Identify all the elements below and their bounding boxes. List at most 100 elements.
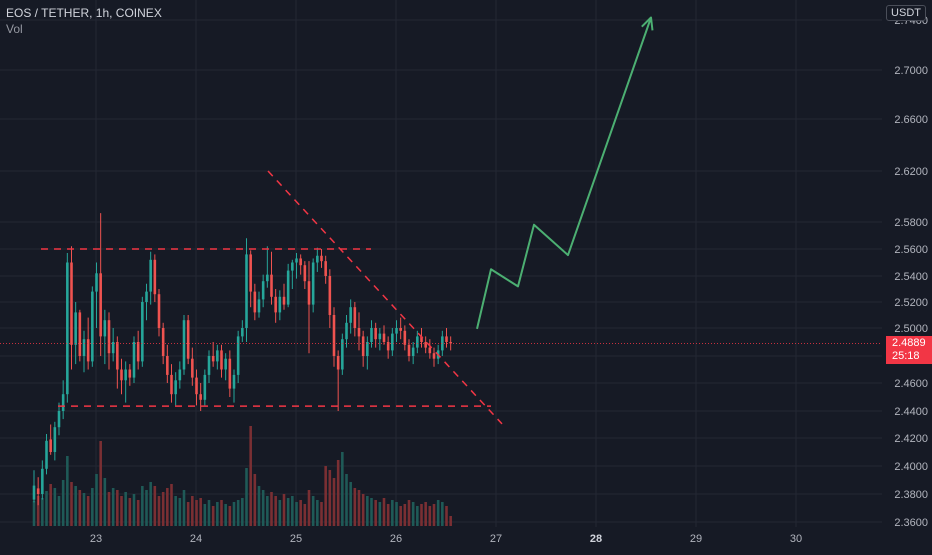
volume-bar bbox=[66, 456, 69, 526]
volume-bar bbox=[332, 478, 336, 526]
candle-body bbox=[116, 342, 119, 370]
price-tick-label: 2.4200 bbox=[894, 433, 928, 445]
volume-bar bbox=[191, 496, 194, 526]
volume-bar bbox=[295, 502, 298, 526]
candle bbox=[332, 307, 336, 367]
candle-body bbox=[286, 270, 290, 305]
candle bbox=[232, 369, 236, 403]
candle-body bbox=[145, 291, 148, 302]
candle-body bbox=[311, 262, 315, 305]
candle bbox=[199, 383, 202, 411]
price-tick-label: 2.4000 bbox=[894, 461, 928, 473]
candle-body bbox=[166, 356, 169, 375]
price-tick-label: 2.3600 bbox=[894, 517, 928, 529]
candle bbox=[378, 328, 382, 351]
candle bbox=[353, 302, 357, 337]
volume-bar bbox=[411, 502, 415, 526]
volume-bar bbox=[266, 496, 269, 526]
volume-bar bbox=[78, 490, 82, 526]
candle bbox=[236, 330, 240, 383]
volume-bar bbox=[186, 502, 190, 526]
candle bbox=[441, 330, 444, 356]
candle bbox=[145, 283, 148, 321]
candle-body bbox=[132, 342, 136, 378]
volume-bar bbox=[74, 486, 77, 526]
candle bbox=[170, 364, 173, 403]
volume-bar bbox=[195, 500, 198, 526]
volume-bar bbox=[207, 500, 211, 526]
volume-bar bbox=[170, 484, 173, 526]
candle bbox=[403, 325, 407, 351]
candle bbox=[245, 238, 248, 342]
volume-bar bbox=[361, 494, 365, 526]
price-tick-label: 2.5800 bbox=[894, 217, 928, 229]
candle bbox=[61, 380, 65, 420]
candle-body bbox=[341, 339, 344, 370]
price-tick-label: 2.5400 bbox=[894, 271, 928, 283]
candle bbox=[195, 369, 198, 406]
volume-bar bbox=[86, 496, 90, 526]
candle bbox=[116, 336, 119, 389]
symbol-title[interactable]: EOS / TETHER, 1h, COINEX bbox=[6, 6, 162, 20]
volume-bar bbox=[445, 506, 448, 526]
candle-body bbox=[303, 265, 307, 282]
price-tick-label: 2.4600 bbox=[894, 378, 928, 390]
volume-bar bbox=[382, 498, 386, 526]
volume-bar bbox=[286, 498, 290, 526]
candle-body bbox=[107, 320, 111, 354]
volume-bar bbox=[399, 506, 402, 526]
bar-countdown: 25:18 bbox=[892, 349, 920, 362]
volume-bar bbox=[70, 482, 73, 526]
candle bbox=[120, 358, 123, 395]
candle-body bbox=[295, 258, 298, 263]
volume-bar bbox=[232, 502, 236, 526]
candle-body bbox=[45, 440, 48, 469]
candle bbox=[311, 258, 315, 313]
volume-bar bbox=[432, 504, 436, 526]
grid-lines bbox=[0, 0, 882, 527]
candle bbox=[282, 283, 286, 310]
candle bbox=[166, 344, 169, 383]
volume-bar bbox=[178, 498, 182, 526]
candle-body bbox=[174, 380, 177, 395]
volume-bar bbox=[182, 490, 186, 526]
candle-body bbox=[428, 347, 432, 354]
volume-bar bbox=[157, 496, 161, 526]
candle-body bbox=[332, 315, 336, 356]
volume-bar bbox=[53, 488, 57, 526]
candle-body bbox=[291, 262, 294, 271]
volume-bar bbox=[141, 486, 144, 526]
volume-bar bbox=[99, 441, 102, 526]
candle-body bbox=[203, 374, 207, 400]
candle-body bbox=[270, 274, 273, 297]
volume-bar bbox=[211, 506, 215, 526]
candle-body bbox=[241, 328, 244, 337]
price-tick-label: 2.5000 bbox=[894, 323, 928, 335]
candle bbox=[328, 269, 332, 328]
candle bbox=[320, 249, 323, 268]
volume-bar bbox=[374, 500, 377, 526]
volume-bar bbox=[278, 500, 282, 526]
candle bbox=[153, 254, 157, 302]
volume-indicator-label[interactable]: Vol bbox=[6, 22, 23, 36]
candle-body bbox=[32, 485, 36, 500]
volume-bar bbox=[166, 488, 169, 526]
time-tick-label: 25 bbox=[290, 533, 302, 545]
candle bbox=[391, 328, 394, 356]
volume-bar bbox=[420, 504, 423, 526]
candle bbox=[386, 336, 390, 359]
candle-body bbox=[370, 328, 373, 342]
candle-body bbox=[420, 336, 423, 342]
volume-bar bbox=[261, 490, 265, 526]
volume-bar bbox=[345, 474, 348, 526]
volume-bar bbox=[199, 498, 202, 526]
candle-body bbox=[232, 374, 236, 389]
price-tick-label: 2.3800 bbox=[894, 489, 928, 501]
candle bbox=[32, 470, 36, 503]
candle bbox=[416, 330, 419, 354]
currency-badge[interactable]: USDT bbox=[886, 5, 926, 21]
candle-body bbox=[328, 276, 332, 315]
candle bbox=[395, 320, 398, 342]
